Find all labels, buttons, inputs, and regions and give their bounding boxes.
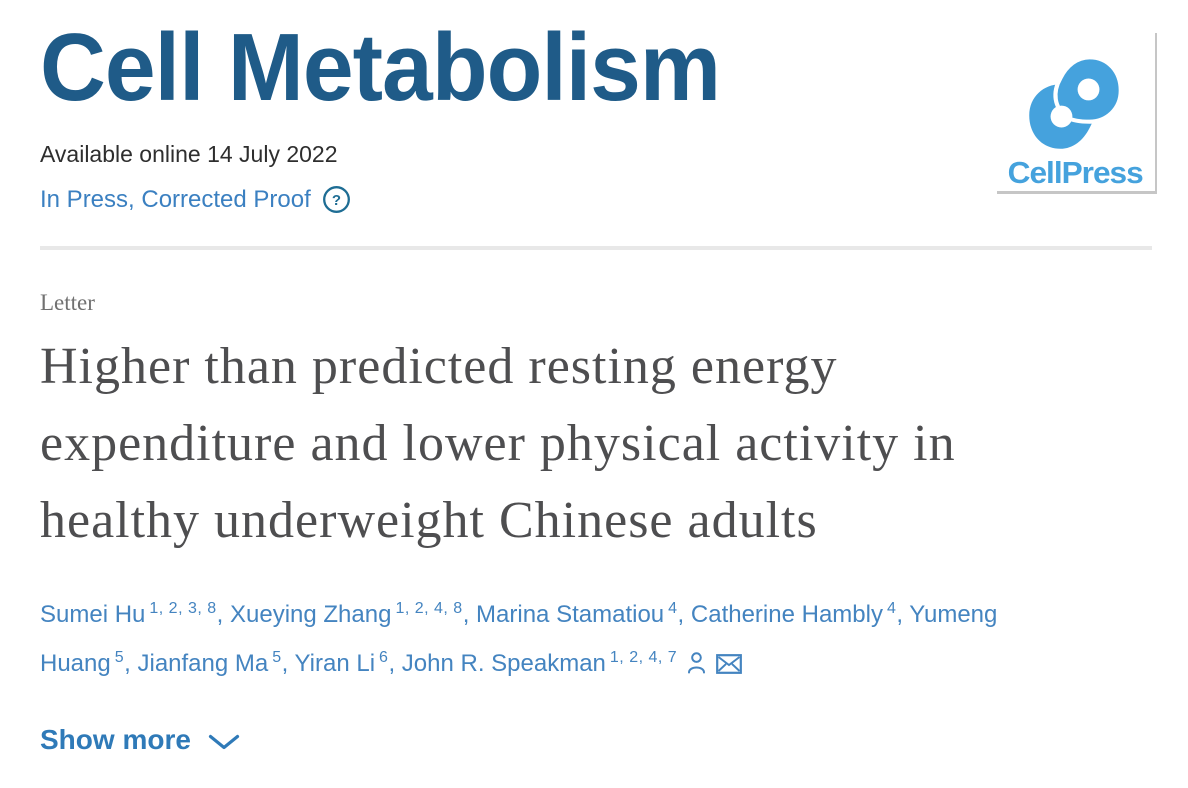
author-affiliation-superscript: 1, 2, 3, 8 (149, 600, 217, 618)
author-link[interactable]: Yumeng Huang (40, 601, 998, 678)
svg-text:?: ? (332, 192, 341, 209)
author-affiliation-superscript: 6 (379, 649, 389, 667)
author-affiliation-superscript: 5 (114, 649, 125, 667)
author-affiliation-superscript: 5 (272, 649, 282, 667)
author-separator: , (896, 601, 910, 629)
author-separator: , (281, 650, 295, 678)
author-separator: , (388, 650, 402, 678)
author-list: Sumei Hu 1, 2, 3, 8, Xueying Zhang 1, 2, 4… (40, 587, 1152, 688)
author-separator: , (216, 601, 230, 629)
author-affiliation-superscript: 4 (886, 600, 897, 618)
article-title-line: Higher than predicted resting energy (40, 338, 838, 396)
person-icon[interactable] (686, 645, 707, 688)
article-title: Higher than predicted resting energy expe… (40, 328, 1152, 559)
envelope-icon[interactable] (716, 645, 743, 688)
section-divider (40, 246, 1152, 251)
author-separator: , (677, 601, 691, 629)
author-affiliation-superscript: 4 (668, 600, 678, 618)
journal-title-link[interactable]: Cell Metabolism (40, 14, 721, 121)
chevron-down-icon (208, 735, 240, 750)
show-more-button[interactable]: Show more (40, 724, 240, 756)
article-type-label: Letter (40, 290, 95, 316)
question-mark-circle-icon[interactable]: ? (322, 185, 351, 214)
author-link[interactable]: Xueying Zhang (229, 601, 392, 629)
available-online-date: Available online 14 July 2022 (40, 141, 338, 168)
status-row: In Press, Corrected Proof ? (40, 185, 1152, 214)
article-title-line: expenditure and lower physical activity … (40, 415, 956, 473)
author-link[interactable]: Yiran Li (294, 650, 376, 678)
author-affiliation-superscript: 1, 2, 4, 8 (395, 600, 463, 618)
author-separator: , (124, 650, 138, 678)
cellpress-logo-text: CellPress (1007, 155, 1144, 190)
in-press-status-link[interactable]: In Press, Corrected Proof (40, 185, 311, 213)
author-link[interactable]: Jianfang Ma (137, 650, 269, 678)
article-title-line: healthy underweight Chinese adults (40, 492, 818, 550)
author-link[interactable]: Catherine Hambly (690, 601, 883, 629)
show-more-label: Show more (40, 724, 191, 756)
author-link[interactable]: Marina Stamatiou (476, 601, 665, 629)
author-link[interactable]: Sumei Hu (40, 601, 146, 629)
author-affiliation-superscript: 1, 2, 4, 7 (609, 649, 678, 667)
author-separator: , (462, 601, 477, 629)
author-link[interactable]: John R. Speakman (401, 650, 606, 678)
cellpress-logo[interactable]: CellPress (995, 30, 1155, 191)
cellpress-mark-icon (1029, 55, 1123, 149)
